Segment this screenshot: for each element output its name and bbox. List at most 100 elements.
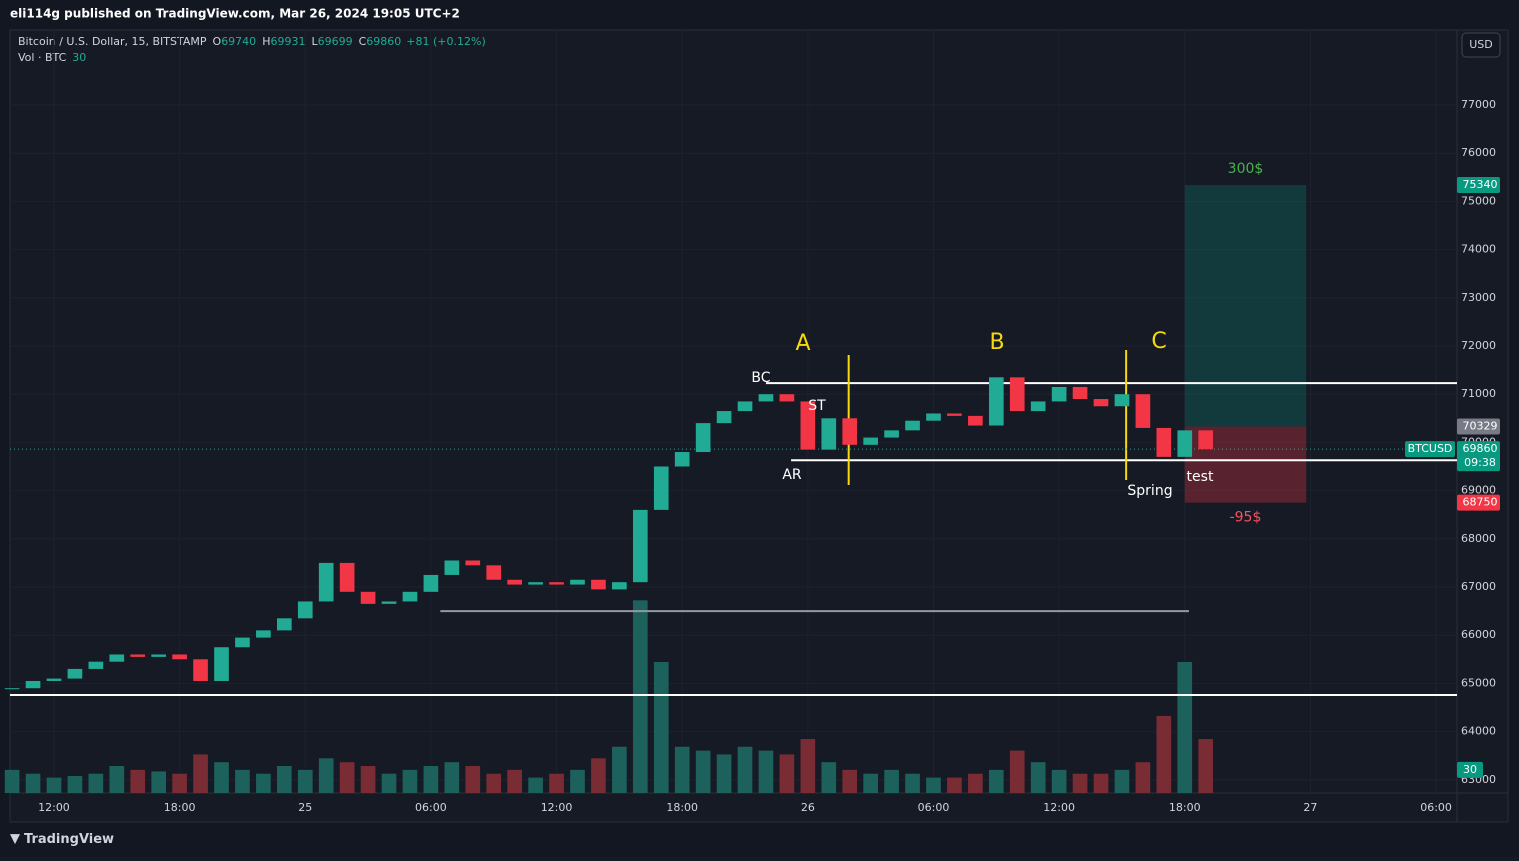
volume-bar [1156, 715, 1172, 793]
legend-line: Vol · BTC 30 [18, 51, 86, 64]
candle [737, 401, 753, 412]
y-tick-label: 67000 [1461, 580, 1496, 593]
x-tick-label: 27 [1303, 801, 1317, 814]
last-price-tag: 69860 [1463, 442, 1498, 455]
volume-bar [465, 766, 481, 793]
candle [674, 452, 690, 467]
y-tick-label: 64000 [1461, 725, 1496, 738]
x-tick-label: 12:00 [1043, 801, 1075, 814]
volume-bar [381, 773, 397, 793]
candle [444, 560, 460, 575]
volume-bar [695, 750, 711, 793]
volume-bar [926, 777, 941, 793]
candle [612, 582, 627, 590]
candle [884, 430, 899, 438]
candle [256, 630, 271, 638]
volume-bar [884, 769, 899, 793]
candle [507, 579, 522, 585]
candle [1093, 399, 1109, 407]
candle [905, 420, 920, 431]
candle [193, 659, 208, 681]
volume-bar [1030, 762, 1046, 793]
legend: Bitcoin / U.S. Dollar, 15, BITSTAMP O6974… [18, 35, 486, 64]
symbol-tag-bg [1405, 441, 1455, 458]
volume-bar [25, 773, 41, 793]
x-tick-label: 26 [801, 801, 815, 814]
target-zone [1184, 185, 1307, 427]
legend-item: +81 (+0.12%) [406, 35, 485, 48]
target-price-tag: 75340 [1463, 178, 1498, 191]
candle [109, 654, 125, 662]
candle [381, 601, 397, 604]
y-tick-label: 68000 [1461, 532, 1496, 545]
annotation: A [795, 331, 810, 356]
footer-logo: ▼ TradingView [10, 832, 114, 847]
x-tick-label: 12:00 [38, 801, 70, 814]
candle [214, 647, 229, 681]
volume-bar [591, 758, 606, 793]
candle [67, 668, 83, 679]
currency-button[interactable] [1461, 32, 1501, 58]
annotation: BC [751, 370, 770, 386]
volume-bar [570, 769, 585, 793]
candle [4, 688, 20, 690]
volume-bar [905, 773, 920, 793]
candle [318, 562, 334, 602]
legend-item: Bitcoin / U.S. Dollar, 15, BITSTAMP [18, 35, 207, 48]
candle [1156, 427, 1172, 457]
candle [842, 418, 858, 445]
legend-item: H [262, 35, 270, 48]
entry-price-tag-bg [1457, 418, 1500, 435]
candle [25, 680, 41, 689]
candle [465, 560, 481, 566]
volume-bar [109, 766, 125, 793]
candle [632, 509, 648, 583]
volume-bar [1009, 750, 1025, 793]
x-tick-label: 25 [298, 801, 312, 814]
y-tick-label: 69000 [1461, 484, 1496, 497]
volume-bar [842, 769, 858, 793]
volume-bar [318, 758, 334, 793]
y-tick-label: 65000 [1461, 676, 1496, 689]
volume-bar [737, 746, 753, 793]
x-tick-label: 18:00 [666, 801, 698, 814]
volume-bar [632, 600, 648, 793]
volume-bar [863, 773, 878, 793]
candle [46, 678, 62, 681]
stop-price-tag-bg [1457, 494, 1500, 511]
y-tick-label: 71000 [1461, 387, 1496, 400]
volume-bar [968, 773, 983, 793]
legend-item: Vol · BTC [18, 51, 67, 64]
volume-bar [549, 773, 564, 793]
candle [800, 401, 816, 450]
candle [88, 661, 104, 669]
candle [863, 437, 878, 445]
currency[interactable]: USD [1469, 38, 1493, 51]
volume-bar [402, 769, 418, 793]
annotation: C [1151, 329, 1166, 354]
legend-item: L [311, 35, 318, 48]
target-label: 300$ [1228, 161, 1264, 177]
y-tick-label: 75000 [1461, 194, 1496, 207]
stop-price-tag: 68750 [1463, 496, 1498, 509]
volume-bar [758, 750, 774, 793]
x-tick-label: 18:00 [1169, 801, 1201, 814]
volume-bar [1198, 739, 1214, 793]
legend-item: 69699 [318, 35, 353, 48]
volume-bar [1093, 773, 1109, 793]
y-tick-label: 73000 [1461, 291, 1496, 304]
y-tick-label: 72000 [1461, 339, 1496, 352]
candle [988, 377, 1004, 426]
volume-bar [612, 746, 627, 793]
volume-bar [486, 773, 502, 793]
volume-bar [1135, 762, 1151, 793]
candle [549, 582, 564, 585]
volume-bar [423, 766, 439, 793]
annotation: AR [782, 467, 802, 483]
volume-bar [256, 773, 271, 793]
candle [297, 601, 313, 619]
candle [1072, 386, 1088, 400]
candle [528, 582, 543, 585]
candle [1135, 394, 1151, 428]
volume-bar [67, 776, 83, 793]
